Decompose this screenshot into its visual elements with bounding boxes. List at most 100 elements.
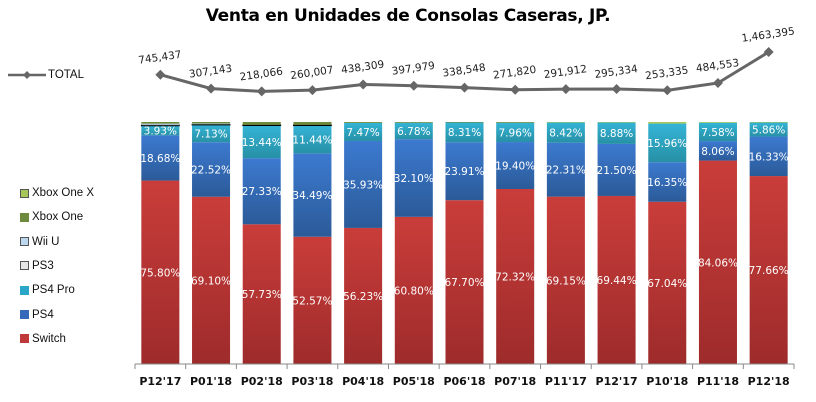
data-label-ps4: 8.06% — [701, 146, 734, 158]
data-label-switch: 69.15% — [546, 275, 586, 287]
data-label-ps4: 35.93% — [343, 179, 383, 191]
data-label-ps4: 34.49% — [292, 190, 332, 202]
data-label-ps4-pro: 5.86% — [752, 124, 785, 136]
bar-ps4 — [546, 142, 585, 197]
bar-group-4: 52.57% 34.49% 11.44% — [292, 122, 332, 364]
legend-item-ps3: PS3 — [20, 260, 54, 272]
chart-title: Venta en Unidades de Consolas Caseras, J… — [205, 6, 611, 26]
total-point — [307, 85, 318, 96]
total-data-label: 397,979 — [391, 60, 436, 78]
bar-switch — [597, 195, 636, 364]
bar-xbox-one — [496, 122, 535, 123]
bar-xbox-one — [344, 122, 383, 123]
total-point — [358, 79, 369, 90]
total-data-label: 291,912 — [543, 63, 588, 81]
bar-group-10: 69.44% 21.50% 8.88% — [597, 122, 637, 364]
bar-wii-u — [141, 123, 180, 125]
x-tick-label: P11'17 — [545, 375, 587, 388]
data-label-switch: 84.06% — [698, 257, 738, 269]
legend-item-xbox-one-x: Xbox One X — [20, 187, 94, 199]
bar-ps4-pro — [496, 122, 535, 143]
data-label-ps4-pro: 13.44% — [242, 137, 282, 149]
total-point — [560, 84, 571, 95]
legend-swatch-icon — [20, 237, 29, 247]
bar-ps4-pro — [546, 122, 585, 143]
bar-ps4 — [749, 136, 788, 177]
legend-label: PS3 — [32, 259, 54, 272]
bar-group-1: 75.80% 18.68% 3.93% — [140, 122, 180, 364]
total-point — [662, 85, 673, 96]
bar-xbox-one — [293, 122, 332, 125]
legend-item-total: TOTAL — [6, 69, 84, 81]
bar-group-11: 67.04% 16.35% 15.96% — [647, 122, 687, 364]
data-label-ps4-pro: 11.44% — [292, 134, 332, 146]
bar-xbox-one — [141, 122, 180, 124]
bar-group-2: 69.10% 22.52% 7.13% — [191, 122, 231, 364]
total-data-label: 1,463,395 — [741, 25, 796, 44]
bar-ps4 — [394, 139, 433, 217]
data-label-ps4-pro: 3.93% — [144, 126, 177, 138]
total-point — [712, 77, 723, 88]
total-data-label: 338,548 — [442, 62, 487, 80]
bar-ps4 — [141, 135, 180, 181]
x-tick-label: P06'18 — [443, 375, 485, 388]
data-label-switch: 57.73% — [242, 289, 282, 301]
data-label-ps4: 16.35% — [647, 177, 687, 189]
legend-swatch-icon — [20, 334, 29, 344]
bar-group-13: 77.66% 16.33% 5.86% — [749, 122, 789, 364]
data-label-ps4: 21.50% — [597, 165, 637, 177]
line-marker-icon — [8, 71, 46, 79]
bar-xbox-one — [445, 122, 484, 123]
legend-swatch-icon — [20, 188, 29, 198]
data-label-ps4: 19.40% — [495, 161, 535, 173]
bar-ps4-pro — [344, 122, 383, 141]
bar-ps4 — [192, 142, 231, 197]
bar-switch — [546, 196, 585, 364]
data-label-ps4: 22.52% — [191, 165, 231, 177]
total-point — [408, 80, 419, 91]
total-data-label: 438,309 — [340, 59, 385, 77]
bar-switch — [394, 216, 433, 364]
bar-xbox-one-x — [749, 122, 788, 123]
bar-ps4 — [496, 142, 535, 189]
bar-ps4 — [242, 158, 281, 225]
data-label-ps4-pro: 15.96% — [647, 138, 687, 150]
bar-ps4 — [445, 142, 484, 201]
total-data-label: 484,553 — [695, 57, 740, 75]
bar-ps4-pro — [394, 122, 433, 140]
bar-ps4-pro — [141, 125, 180, 136]
legend-item-ps4: PS4 — [20, 309, 54, 321]
data-label-switch: 67.70% — [444, 277, 484, 289]
bar-ps4 — [648, 162, 687, 202]
bar-ps4 — [597, 143, 636, 196]
x-tick-label: P04'18 — [342, 375, 384, 388]
data-label-switch: 75.80% — [140, 267, 180, 279]
bar-switch — [698, 160, 737, 364]
bar-xbox-one-x — [698, 122, 737, 123]
bar-ps4-pro — [597, 122, 636, 144]
bar-xbox-one — [394, 122, 433, 123]
legend-swatch-icon — [20, 261, 29, 271]
bar-switch — [141, 180, 180, 364]
legend-label: Switch — [32, 332, 66, 345]
total-data-label: 745,437 — [138, 49, 183, 67]
legend-item-ps4-pro: PS4 Pro — [20, 284, 75, 296]
bar-switch — [648, 201, 687, 364]
data-label-switch: 52.57% — [292, 295, 332, 307]
legend-swatch-icon — [20, 285, 29, 295]
bar-group-3: 57.73% 27.33% 13.44% — [242, 122, 282, 364]
total-point — [206, 83, 217, 94]
bar-switch — [192, 196, 231, 364]
data-label-switch: 69.44% — [597, 275, 637, 287]
bar-switch — [242, 224, 281, 364]
bar-xbox-one — [242, 122, 281, 125]
bar-xbox-one-x — [546, 122, 585, 123]
bar-group-9: 69.15% 22.31% 8.42% — [546, 122, 586, 364]
legend-label: PS4 Pro — [32, 284, 75, 297]
x-tick-label: P12'17 — [139, 375, 181, 388]
bar-ps3 — [191, 123, 231, 126]
bar-group-7: 67.70% 23.91% 8.31% — [444, 122, 485, 364]
legend-item-switch: Switch — [20, 333, 66, 345]
data-label-switch: 77.66% — [749, 265, 789, 277]
